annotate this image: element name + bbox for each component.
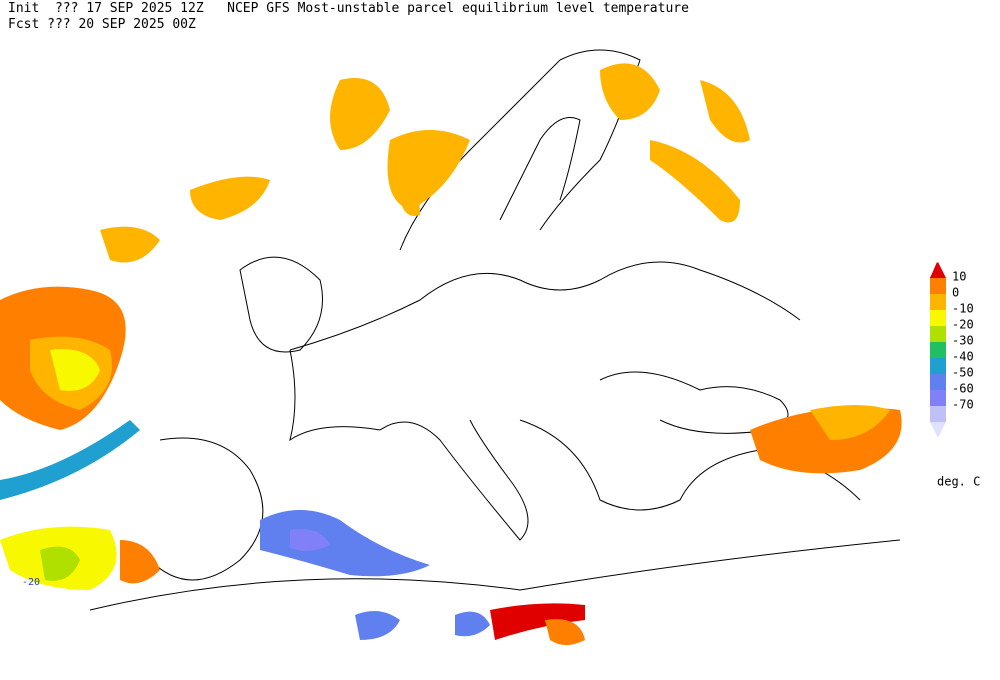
legend-swatch <box>930 374 946 390</box>
legend-swatch <box>930 390 946 406</box>
legend-unit: deg. C <box>937 475 980 489</box>
legend-swatch <box>930 422 946 438</box>
field-patches <box>0 63 944 645</box>
legend-label: -40 <box>952 350 974 364</box>
legend-swatch <box>930 358 946 374</box>
legend-swatch <box>930 262 946 278</box>
legend-label: -70 <box>952 398 974 412</box>
init-line: Init ??? 17 SEP 2025 12Z NCEP GFS Most-u… <box>8 1 689 16</box>
legend-swatch <box>930 310 946 326</box>
legend-swatch <box>930 406 946 422</box>
legend-label: 10 <box>952 270 966 284</box>
legend-label: -60 <box>952 382 974 396</box>
legend-label: -10 <box>952 302 974 316</box>
contour-label: -20 <box>22 577 40 588</box>
legend-label: -50 <box>952 366 974 380</box>
legend-swatch <box>930 342 946 358</box>
legend-swatch <box>930 326 946 342</box>
coastlines <box>89 49 901 611</box>
legend-label: -20 <box>952 318 974 332</box>
legend-label: 0 <box>952 286 959 300</box>
legend-label: -30 <box>952 334 974 348</box>
legend: 10 0 -10 -20 -30 -40 -50 -60 -70 <box>930 262 974 438</box>
legend-swatch <box>930 294 946 310</box>
forecast-line: Fcst ??? 20 SEP 2025 00Z <box>8 17 196 32</box>
legend-swatch <box>930 278 946 294</box>
